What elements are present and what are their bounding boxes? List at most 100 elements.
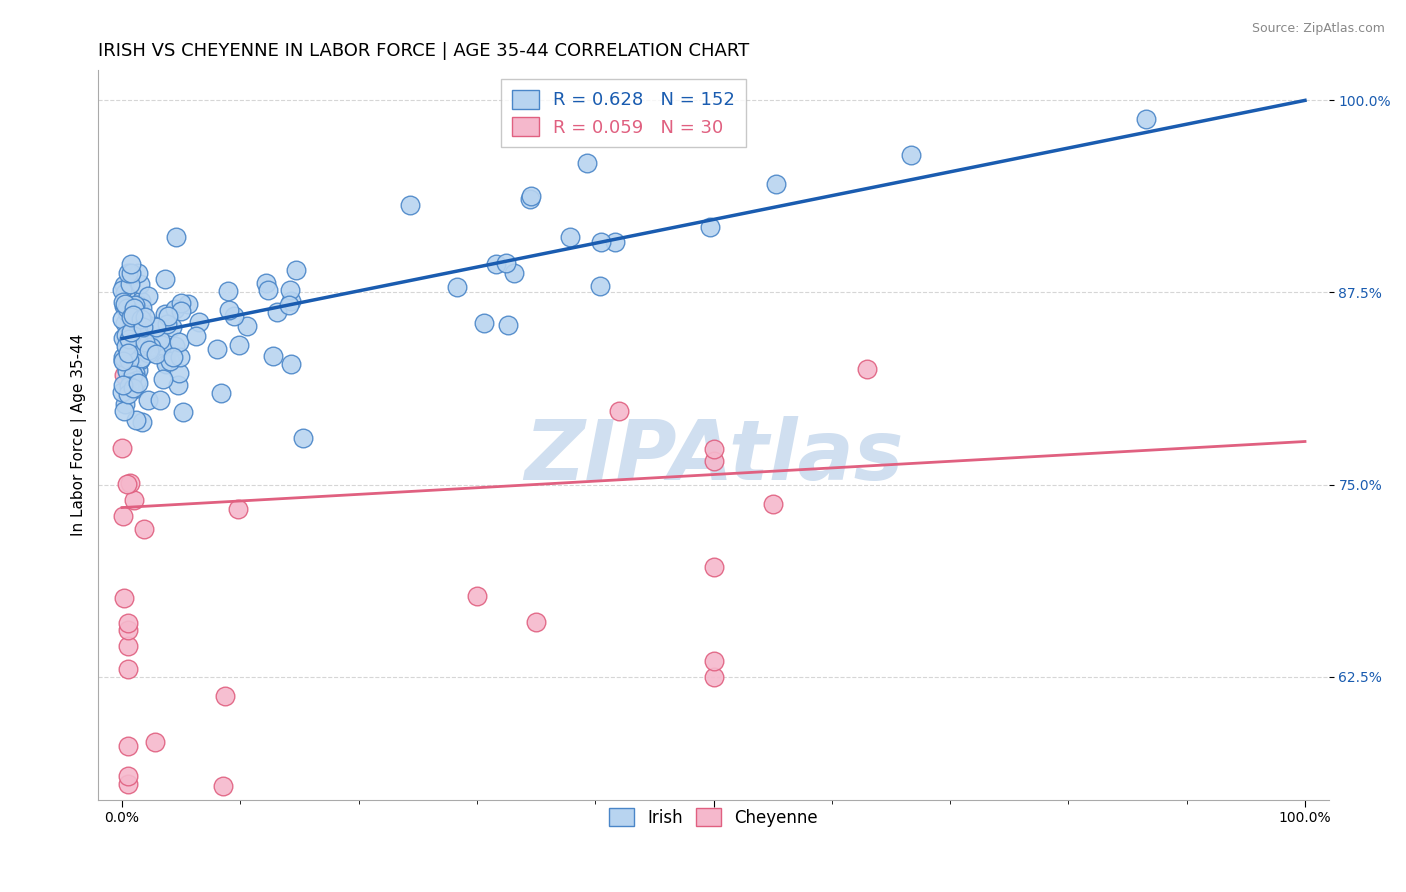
Point (120, 329, 142, 343)
Point (136, 288, 159, 302)
Point (117, 379, 139, 393)
Point (254, 277, 277, 291)
Point (143, 344, 166, 359)
Point (124, 493, 146, 508)
Point (121, 366, 143, 380)
Point (117, 739, 139, 753)
Point (129, 312, 152, 326)
Point (139, 340, 162, 354)
Point (218, 302, 240, 317)
Point (112, 404, 135, 418)
Point (228, 338, 250, 352)
Point (172, 405, 194, 419)
Point (117, 342, 139, 356)
Point (117, 350, 139, 364)
Point (127, 363, 149, 377)
Point (122, 382, 145, 396)
Point (128, 325, 150, 339)
Point (167, 366, 190, 380)
Point (112, 368, 135, 382)
Point (120, 475, 142, 490)
Point (118, 277, 141, 291)
Point (114, 286, 136, 301)
Point (127, 266, 149, 280)
Point (143, 318, 166, 333)
Point (262, 349, 284, 363)
Point (127, 373, 149, 387)
Point (117, 333, 139, 347)
Point (524, 615, 547, 629)
Point (165, 230, 187, 244)
Point (159, 354, 181, 368)
Point (702, 654, 724, 668)
Point (129, 353, 152, 368)
Point (222, 310, 245, 324)
Point (115, 305, 138, 319)
Point (120, 325, 142, 339)
Point (472, 316, 495, 330)
Point (117, 386, 139, 401)
Point (496, 318, 519, 333)
Point (111, 441, 134, 455)
Point (167, 335, 190, 350)
Point (170, 296, 193, 310)
Point (149, 333, 172, 347)
Point (162, 351, 184, 365)
Point (145, 346, 167, 360)
Point (117, 346, 139, 360)
Point (121, 321, 143, 335)
Point (129, 277, 152, 291)
Point (603, 235, 626, 249)
Point (114, 316, 136, 330)
Point (152, 371, 174, 385)
Point (131, 415, 153, 429)
Point (127, 297, 149, 311)
Point (120, 339, 142, 353)
Point (132, 313, 155, 327)
Point (503, 266, 526, 280)
Point (155, 357, 177, 371)
Point (120, 266, 142, 280)
Text: ZIPAtlas: ZIPAtlas (524, 416, 903, 497)
Point (257, 283, 280, 297)
Point (278, 283, 301, 297)
Point (560, 230, 582, 244)
Point (129, 293, 152, 308)
Point (495, 256, 517, 270)
Point (165, 301, 187, 316)
Point (607, 403, 630, 417)
Point (132, 320, 155, 334)
Point (520, 188, 543, 202)
Point (702, 442, 724, 456)
Point (702, 670, 724, 684)
Point (125, 413, 148, 427)
Point (117, 662, 139, 676)
Point (131, 335, 153, 350)
Point (114, 297, 136, 311)
Point (184, 329, 207, 343)
Point (134, 335, 156, 350)
Point (132, 339, 155, 353)
Point (163, 339, 186, 353)
Point (155, 354, 177, 368)
Point (188, 315, 211, 329)
Point (112, 299, 135, 313)
Point (214, 689, 236, 703)
Point (114, 353, 136, 368)
Point (765, 177, 787, 191)
Point (856, 362, 879, 376)
Point (117, 360, 139, 375)
Point (143, 735, 166, 749)
Point (112, 509, 135, 524)
Point (149, 392, 172, 407)
Point (131, 301, 153, 315)
Point (699, 219, 721, 234)
Point (112, 353, 135, 368)
Point (167, 377, 190, 392)
Point (145, 332, 167, 346)
Point (120, 327, 142, 342)
Point (121, 318, 143, 332)
Point (122, 301, 145, 316)
Point (212, 779, 235, 793)
Point (111, 350, 134, 364)
